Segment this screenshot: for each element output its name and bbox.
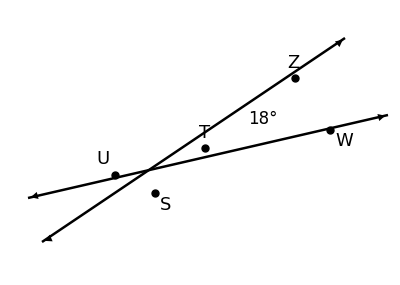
Text: W: W	[335, 132, 353, 150]
Text: U: U	[97, 150, 110, 168]
Text: S: S	[160, 196, 171, 214]
Text: T: T	[200, 124, 210, 142]
Text: 18°: 18°	[248, 110, 278, 128]
Text: Z: Z	[287, 54, 299, 72]
